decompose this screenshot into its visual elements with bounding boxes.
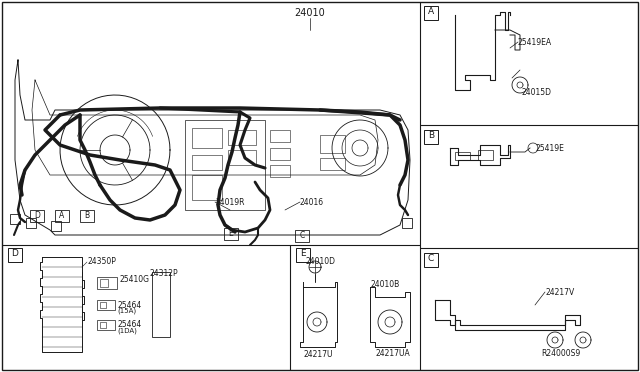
Bar	[185, 120, 265, 210]
Text: 25410G: 25410G	[119, 276, 149, 285]
Text: R24000S9: R24000S9	[541, 349, 580, 358]
Bar	[152, 272, 170, 337]
Bar	[97, 300, 115, 310]
Bar	[10, 214, 20, 224]
Text: C: C	[300, 231, 305, 240]
Bar	[30, 210, 44, 222]
Bar	[26, 218, 36, 228]
Bar	[295, 230, 309, 242]
Bar	[270, 165, 290, 177]
Text: 24217V: 24217V	[545, 288, 574, 297]
Bar	[228, 150, 256, 165]
Bar	[270, 130, 290, 142]
Bar	[224, 228, 238, 240]
Bar	[320, 158, 345, 170]
Bar	[100, 302, 106, 308]
Bar	[228, 130, 256, 145]
Text: (15A): (15A)	[117, 308, 136, 314]
Bar	[192, 155, 222, 170]
Text: 25419EA: 25419EA	[518, 38, 552, 47]
Text: 24019R: 24019R	[215, 198, 244, 207]
Bar	[402, 218, 412, 228]
Bar	[100, 322, 106, 328]
Text: 25464: 25464	[117, 320, 141, 329]
Bar	[320, 135, 345, 153]
Bar	[192, 175, 222, 200]
Bar	[424, 253, 438, 267]
Text: 24217UA: 24217UA	[375, 349, 410, 358]
Text: E: E	[228, 229, 234, 238]
Text: 24350P: 24350P	[87, 257, 116, 266]
Bar	[455, 152, 470, 160]
Bar	[424, 130, 438, 144]
Bar	[100, 279, 108, 287]
Bar	[424, 6, 438, 20]
Text: 24217U: 24217U	[303, 350, 333, 359]
Bar	[97, 277, 117, 289]
Text: D: D	[12, 249, 19, 258]
Text: D: D	[34, 211, 40, 220]
Bar	[80, 210, 94, 222]
Text: 24016: 24016	[300, 198, 324, 207]
Text: 25464: 25464	[117, 301, 141, 310]
Bar	[51, 221, 61, 231]
Bar	[478, 150, 493, 160]
Text: E: E	[300, 249, 306, 258]
Bar	[296, 248, 310, 262]
Text: A: A	[60, 211, 65, 220]
Text: C: C	[428, 254, 434, 263]
Bar	[55, 210, 69, 222]
Bar	[270, 148, 290, 160]
Text: 24010B: 24010B	[371, 280, 399, 289]
Text: 24010: 24010	[294, 8, 325, 18]
Bar	[192, 128, 222, 148]
Text: 25419E: 25419E	[535, 144, 564, 153]
Text: 24312P: 24312P	[150, 269, 179, 278]
Text: 24015D: 24015D	[522, 88, 552, 97]
Text: B: B	[84, 211, 90, 220]
Bar	[97, 320, 115, 330]
Text: (1DA): (1DA)	[117, 327, 137, 334]
Text: B: B	[428, 131, 434, 140]
Text: A: A	[428, 7, 434, 16]
Bar	[8, 248, 22, 262]
Text: 24010D: 24010D	[305, 257, 335, 266]
